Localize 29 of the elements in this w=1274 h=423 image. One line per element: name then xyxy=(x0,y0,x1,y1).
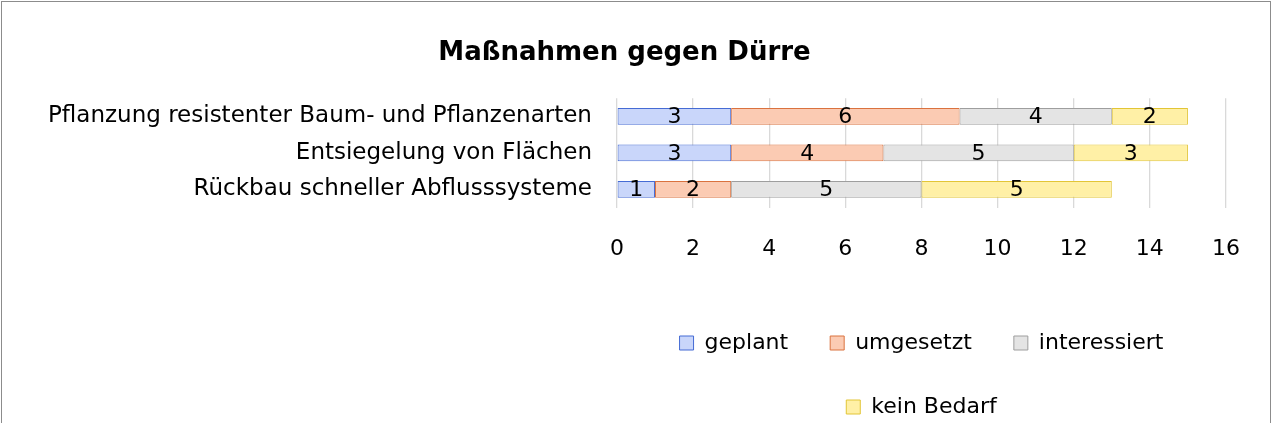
data-label: 3 xyxy=(1123,139,1138,165)
data-label: 3 xyxy=(667,139,682,165)
legend-label: geplant xyxy=(704,328,789,354)
data-label: 6 xyxy=(838,103,853,129)
x-tick-label: 6 xyxy=(838,234,853,260)
data-label: 5 xyxy=(819,176,834,202)
data-label: 4 xyxy=(800,139,815,165)
x-tick-label: 8 xyxy=(914,234,929,260)
y-tick-label: Rückbau schneller Abflusssysteme xyxy=(193,174,592,201)
data-label: 1 xyxy=(629,176,644,202)
data-label: 2 xyxy=(1142,103,1157,129)
x-tick-label: 16 xyxy=(1212,234,1240,260)
chart-title: Maßnahmen gegen Dürre xyxy=(438,36,811,67)
data-label: 3 xyxy=(667,103,682,129)
x-tick-label: 10 xyxy=(983,234,1012,260)
data-label: 4 xyxy=(1028,103,1043,129)
legend-label: kein Bedarf xyxy=(871,392,998,418)
x-tick-label: 0 xyxy=(609,234,624,260)
legend-label: umgesetzt xyxy=(855,328,973,354)
data-label: 5 xyxy=(971,139,986,165)
y-tick-label: Entsiegelung von Flächen xyxy=(295,137,592,164)
x-tick-label: 14 xyxy=(1135,234,1164,260)
legend-label: interessiert xyxy=(1038,328,1164,354)
data-label: 5 xyxy=(1009,176,1024,202)
x-tick-label: 2 xyxy=(686,234,701,260)
y-tick-label: Pflanzung resistenter Baum- und Pflanzenarten xyxy=(47,101,592,128)
x-tick-label: 12 xyxy=(1059,234,1088,260)
x-tick-label: 4 xyxy=(762,234,777,260)
data-label: 2 xyxy=(686,176,701,202)
